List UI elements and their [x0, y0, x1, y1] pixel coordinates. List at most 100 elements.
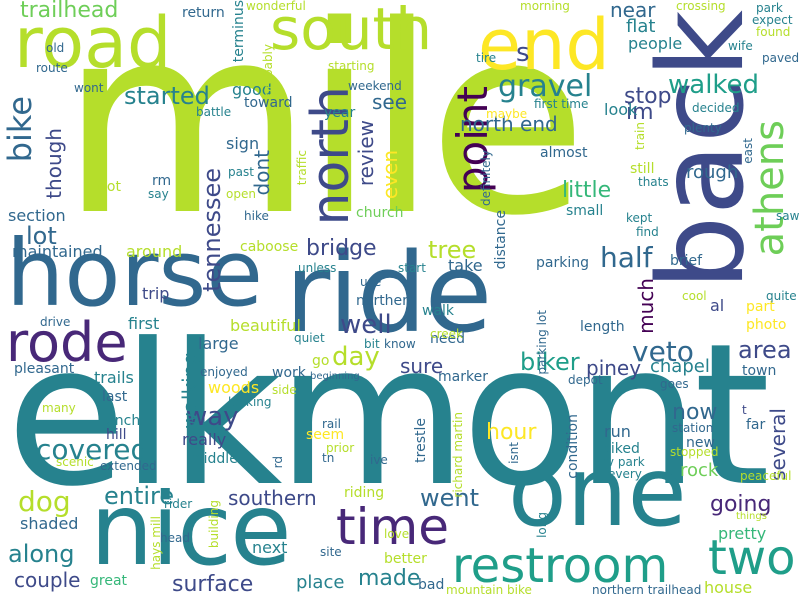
word-scenic: scenic [56, 455, 94, 469]
word-site: site [320, 545, 342, 559]
word-walk: walk [422, 303, 455, 319]
word-work: work [272, 365, 306, 381]
word-walked: walked [668, 70, 760, 100]
word-rock: rock [680, 460, 719, 481]
word-unless: unless [298, 261, 337, 275]
word-train: train [633, 122, 647, 150]
word-rider: rider [164, 497, 193, 511]
word-though: though [42, 128, 66, 199]
word-toward: toward [244, 95, 293, 111]
word-start: start [398, 261, 426, 275]
word-rm: rm [152, 173, 172, 189]
word-station: station [672, 421, 714, 435]
word-great: great [90, 573, 128, 589]
word-nice: nice [90, 471, 292, 588]
word-seem: seem [306, 427, 345, 443]
word-large: large [198, 334, 239, 353]
word-expect: expect [752, 13, 793, 27]
word-biked: biked [602, 441, 640, 457]
word-distance: distance [493, 210, 509, 270]
word-kept: kept [626, 211, 653, 225]
word-made: made [358, 566, 421, 591]
word-al: al [710, 296, 725, 315]
word-goes: goes [660, 377, 689, 391]
word-trailhead: trailhead [20, 0, 119, 23]
word-along: along [8, 540, 75, 568]
word-take: take [448, 256, 483, 275]
word-trails: trails [94, 368, 134, 387]
word-way: way [186, 402, 239, 432]
word-woods: woods [208, 378, 260, 397]
word-look: look [604, 100, 638, 119]
word-building: building [207, 500, 221, 549]
word-t: t [742, 403, 747, 417]
word-route: route [36, 61, 68, 75]
word-end: end [478, 4, 610, 86]
word-middle: middle [190, 451, 238, 467]
word-east: east [741, 138, 755, 164]
word-half: half [600, 241, 653, 274]
word-battle: battle [196, 105, 232, 119]
word-town: town [742, 363, 777, 379]
word-quite: quite [766, 289, 797, 303]
word-love: love [384, 527, 410, 541]
word-around: around [126, 242, 183, 261]
word-bike: bike [1, 96, 39, 163]
word-ive: ive [370, 453, 388, 467]
word-bridge: bridge [306, 236, 377, 261]
word-got: got [98, 179, 121, 195]
word-review: review [354, 120, 378, 187]
word-first-time: first time [534, 97, 589, 111]
word-tn: tn [322, 451, 335, 465]
word-good: good [232, 80, 272, 99]
word-old: old [46, 41, 65, 55]
word-plenty: plenty [684, 121, 722, 135]
word-paved: paved [762, 51, 800, 65]
word-extended: extended [100, 459, 157, 473]
word-restroom: restroom [452, 538, 669, 594]
word-gravel: gravel [498, 69, 593, 104]
word-sign: sign [226, 134, 260, 153]
word-photo: photo [746, 317, 787, 333]
word-south: south [270, 0, 432, 63]
word-rv-park: rv park [602, 455, 645, 469]
word-athens: athens [747, 120, 793, 257]
word-chapel: chapel [650, 356, 710, 377]
word-decided: decided [692, 101, 740, 115]
word-covered: covered [36, 433, 149, 466]
word-far: far [746, 417, 766, 433]
word-weekend: weekend [348, 79, 402, 93]
word-prior: prior [326, 441, 355, 455]
word-s: s [516, 38, 530, 68]
word-cool: cool [682, 289, 707, 303]
word-walking: walking [178, 352, 202, 429]
word-northern-trailhead: northern trailhead [592, 583, 702, 597]
word-head: head [160, 531, 190, 545]
word-find: find [636, 225, 659, 239]
word-morning: morning [520, 0, 570, 13]
word-sure: sure [400, 354, 444, 378]
word-stopped: stopped [670, 445, 719, 459]
word-condition: condition [565, 414, 581, 479]
word-northern: northern [356, 293, 417, 309]
word-elkmont: elkmont [6, 302, 770, 530]
word-little: little [562, 178, 612, 203]
word-time: time [336, 498, 449, 556]
word-hill: hill [106, 427, 127, 443]
word-beginning: beginning [310, 371, 360, 382]
word-marker: marker [438, 369, 488, 385]
word-one: one [508, 436, 687, 548]
word-found: found [756, 25, 791, 39]
word-going: going [710, 492, 772, 517]
word-riding: riding [344, 485, 385, 501]
word-depot: depot [568, 373, 603, 387]
word-veto: veto [632, 335, 694, 368]
word-horse: horse [6, 220, 263, 327]
word-surface: surface [172, 572, 254, 597]
word-return: return [182, 5, 225, 21]
word-rd: rd [271, 456, 285, 469]
word-run: run [604, 422, 631, 441]
word-first: first [128, 314, 160, 333]
word-crossing: crossing [676, 0, 726, 13]
